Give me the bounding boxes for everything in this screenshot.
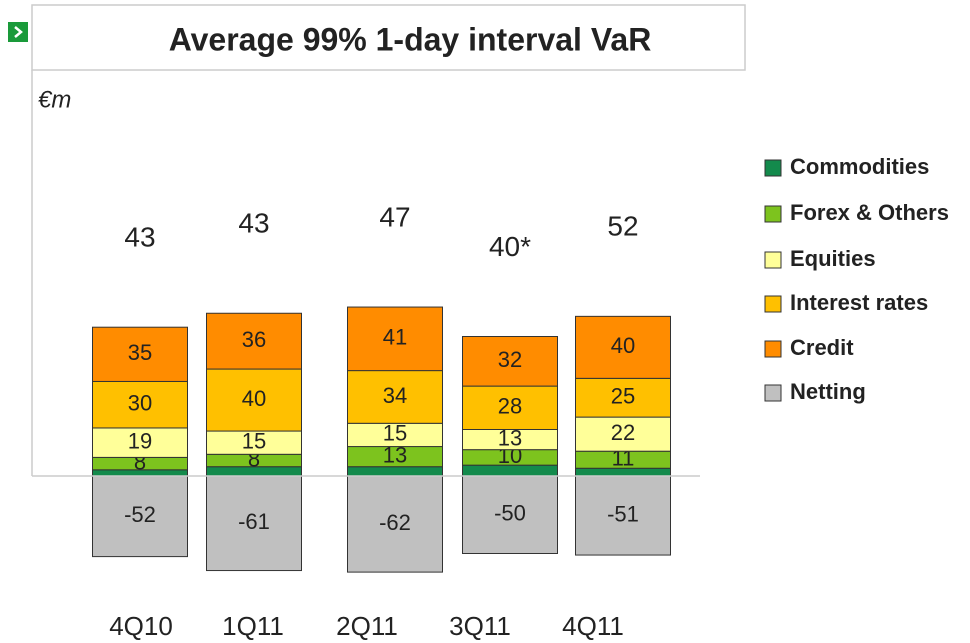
legend-label: Equities bbox=[790, 246, 876, 271]
title-box bbox=[31, 4, 746, 71]
bar-segment bbox=[92, 427, 188, 458]
segment-label: 28 bbox=[498, 394, 522, 419]
segment-label: 30 bbox=[128, 391, 152, 416]
bar-segment bbox=[206, 368, 302, 432]
segment-label: 32 bbox=[498, 347, 522, 372]
x-tick-label: 4Q10 bbox=[109, 611, 173, 641]
icon-arrow bbox=[14, 26, 23, 38]
bar-segment bbox=[462, 336, 558, 387]
segment-label: 35 bbox=[128, 340, 152, 365]
unit-label: €m bbox=[38, 86, 71, 113]
bar-segment bbox=[575, 377, 671, 418]
x-tick-label: 4Q11 bbox=[562, 611, 624, 641]
segment-label: -50 bbox=[494, 501, 526, 526]
segment-label: 15 bbox=[242, 428, 266, 453]
bar-segment bbox=[206, 312, 302, 370]
legend-swatch bbox=[764, 340, 782, 358]
bar-segment bbox=[206, 475, 302, 572]
bar-segment bbox=[462, 475, 558, 554]
segment-label: 34 bbox=[383, 383, 407, 408]
icon bbox=[8, 22, 28, 42]
segment-label: 25 bbox=[611, 384, 635, 409]
legend-label: Forex & Others bbox=[790, 200, 949, 225]
legend-swatch bbox=[764, 384, 782, 402]
x-tick-label: 1Q11 bbox=[222, 611, 284, 641]
bar-segment bbox=[347, 466, 443, 477]
segment-label: 15 bbox=[383, 421, 407, 446]
segment-label: 40 bbox=[242, 386, 266, 411]
total-label: 52 bbox=[607, 211, 638, 242]
legend-label: Credit bbox=[790, 335, 854, 360]
legend-label: Netting bbox=[790, 379, 866, 404]
bar-segment bbox=[92, 326, 188, 382]
x-tick-label: 3Q11 bbox=[449, 611, 511, 641]
segment-label: 19 bbox=[128, 428, 152, 453]
segment-label: 40 bbox=[611, 333, 635, 358]
segment-label: 36 bbox=[242, 327, 266, 352]
legend-label: Interest rates bbox=[790, 290, 928, 315]
bar-segment bbox=[92, 475, 188, 558]
segment-label: -61 bbox=[238, 509, 270, 534]
total-label: 43 bbox=[238, 208, 269, 239]
segment-label: 41 bbox=[383, 325, 407, 350]
chart-title: Average 99% 1-day interval VaR bbox=[169, 21, 652, 57]
legend-swatch bbox=[764, 159, 782, 177]
legend-label: Commodities bbox=[790, 154, 929, 179]
bar-segment bbox=[92, 380, 188, 429]
legend-swatch bbox=[764, 205, 782, 223]
segment-label: -51 bbox=[607, 501, 639, 526]
segment-label: -52 bbox=[124, 502, 156, 527]
legend-swatch bbox=[764, 251, 782, 269]
total-label: 43 bbox=[124, 222, 155, 253]
total-label: 47 bbox=[379, 201, 410, 232]
segment-label: -62 bbox=[379, 510, 411, 535]
bar-segment bbox=[347, 475, 443, 573]
segment-label: 22 bbox=[611, 420, 635, 445]
legend-swatch bbox=[764, 295, 782, 313]
total-label: 40* bbox=[489, 231, 531, 262]
bar-segment bbox=[347, 306, 443, 372]
bar-segment bbox=[575, 315, 671, 379]
segment-label: 11 bbox=[612, 446, 635, 471]
bar-segment bbox=[462, 385, 558, 431]
x-tick-label: 2Q11 bbox=[336, 611, 398, 641]
